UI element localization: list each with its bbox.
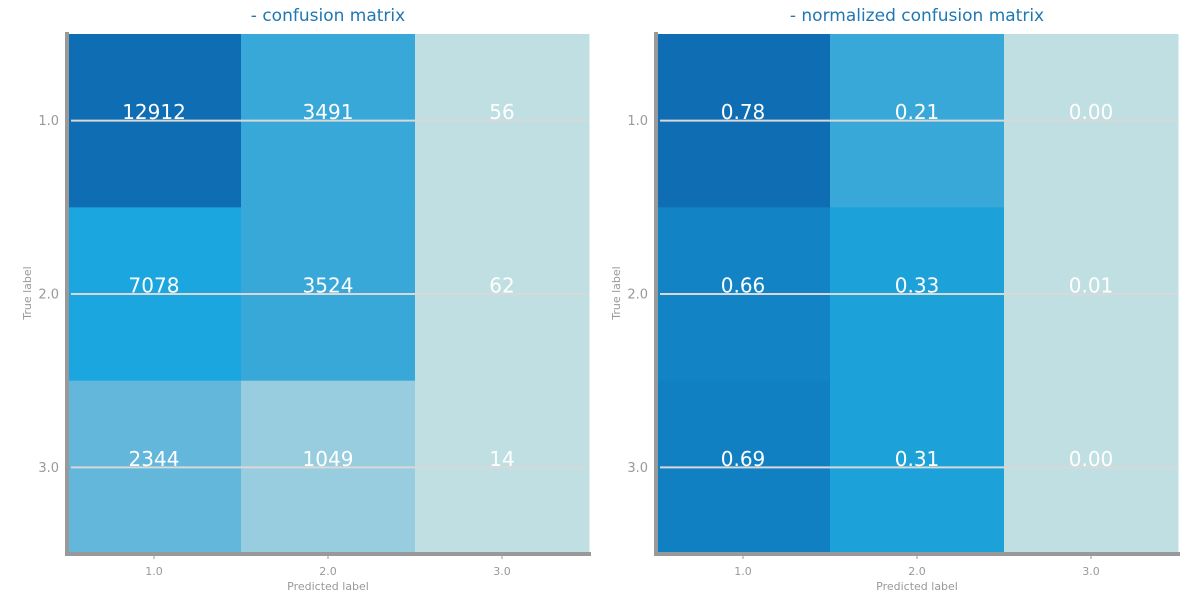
cm-x-axis-label: Predicted label (287, 580, 369, 593)
ncm-title: - normalized confusion matrix (790, 6, 1044, 26)
cm-cell-value: 14 (489, 447, 514, 471)
ncm-y-tick-label: 2.0 (627, 288, 648, 303)
cm-x-tick-label: 2.0 (319, 565, 337, 578)
ncm-cell-value: 0.21 (895, 100, 940, 124)
cm-cell-value: 2344 (129, 447, 180, 471)
ncm-panel: 0.78 0.21 0.00 0.66 0.33 0.01 0.69 0.31 0.00 1.0 2… (610, 6, 1180, 593)
cm-x-tick-label: 1.0 (145, 565, 163, 578)
ncm-y-axis-label: True label (610, 266, 623, 320)
cm-panel: 12912 3491 56 7078 3524 62 2344 1049 14 1.0 2.0 3.0… (21, 6, 591, 593)
ncm-x-tick-label: 2.0 (908, 565, 926, 578)
ncm-cell-value: 0.66 (721, 274, 766, 298)
cm-y-tick-label: 3.0 (38, 461, 59, 476)
ncm-cell-value: 0.00 (1069, 100, 1114, 124)
ncm-y-tick-label: 1.0 (627, 114, 648, 129)
ncm-cell-value: 0.78 (721, 100, 766, 124)
cm-y-tick-label: 1.0 (38, 114, 59, 129)
cm-y-axis-label: True label (21, 266, 34, 320)
cm-y-tick-label: 2.0 (38, 288, 59, 303)
cm-cell-value: 3491 (303, 100, 354, 124)
cm-cell-value: 3524 (303, 274, 354, 298)
ncm-x-tick-label: 3.0 (1082, 565, 1100, 578)
cm-x-tick-label: 3.0 (493, 565, 511, 578)
ncm-cell-value: 0.69 (721, 447, 766, 471)
cm-cell-value: 7078 (129, 274, 180, 298)
ncm-cell-value: 0.33 (895, 274, 940, 298)
cm-cell-value: 12912 (122, 100, 186, 124)
cm-title: - confusion matrix (251, 6, 405, 26)
ncm-y-tick-label: 3.0 (627, 461, 648, 476)
ncm-x-axis-label: Predicted label (876, 580, 958, 593)
ncm-x-tick-label: 1.0 (734, 565, 752, 578)
ncm-cell-value: 0.01 (1069, 274, 1114, 298)
ncm-cell-value: 0.00 (1069, 447, 1114, 471)
ncm-cell-value: 0.31 (895, 447, 940, 471)
cm-cell-value: 1049 (303, 447, 354, 471)
cm-cell-value: 62 (489, 274, 514, 298)
cm-cell-value: 56 (489, 100, 514, 124)
